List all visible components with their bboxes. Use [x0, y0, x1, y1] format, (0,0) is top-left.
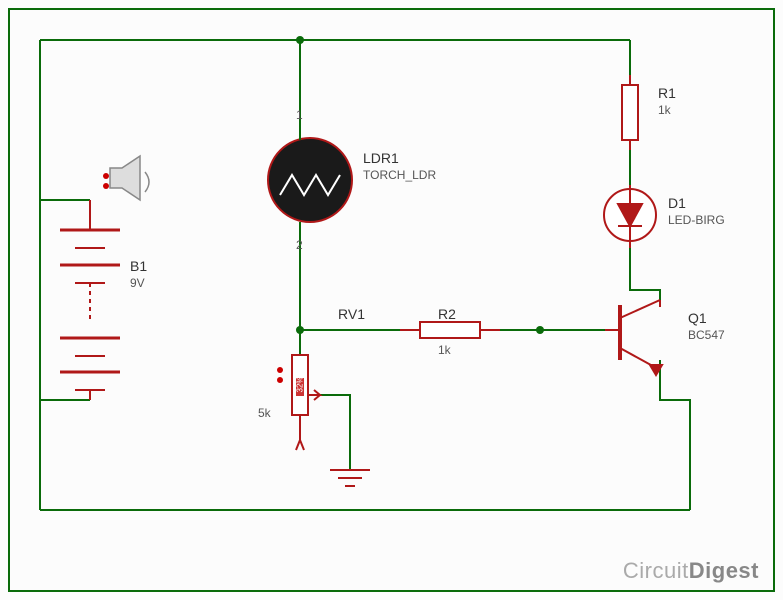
resistor-r1 — [622, 75, 638, 150]
d1-value: LED-BIRG — [668, 213, 725, 227]
transistor-q1 — [605, 300, 662, 375]
ldr-ldr1 — [268, 108, 352, 240]
watermark-part2: Digest — [689, 558, 759, 583]
battery-b1 — [40, 40, 120, 510]
potentiometer-rv1 — [277, 355, 320, 450]
r2-refdes: R2 — [438, 306, 456, 322]
watermark: CircuitDigest — [623, 558, 759, 584]
q1-value: BC547 — [688, 328, 725, 342]
watermark-part1: Circuit — [623, 558, 689, 583]
battery-refdes: B1 — [130, 258, 147, 274]
d1-refdes: D1 — [668, 195, 686, 211]
rv1-refdes: RV1 — [338, 306, 365, 322]
battery-value: 9V — [130, 276, 145, 290]
resistor-r2 — [400, 322, 500, 338]
ground-symbol — [330, 470, 370, 486]
ldr-pin2: 2 — [296, 238, 303, 252]
ldr-pin1: 1 — [296, 108, 303, 122]
q1-refdes: Q1 — [688, 310, 707, 326]
r2-value: 1k — [438, 343, 451, 357]
wires — [40, 40, 690, 510]
led-d1 — [604, 185, 656, 248]
rv1-wiper-pct: 32% — [296, 376, 305, 392]
speaker-icon — [103, 156, 149, 200]
r1-refdes: R1 — [658, 85, 676, 101]
ldr-value: TORCH_LDR — [363, 168, 436, 182]
ldr-refdes: LDR1 — [363, 150, 399, 166]
r1-value: 1k — [658, 103, 671, 117]
rv1-value: 5k — [258, 406, 271, 420]
